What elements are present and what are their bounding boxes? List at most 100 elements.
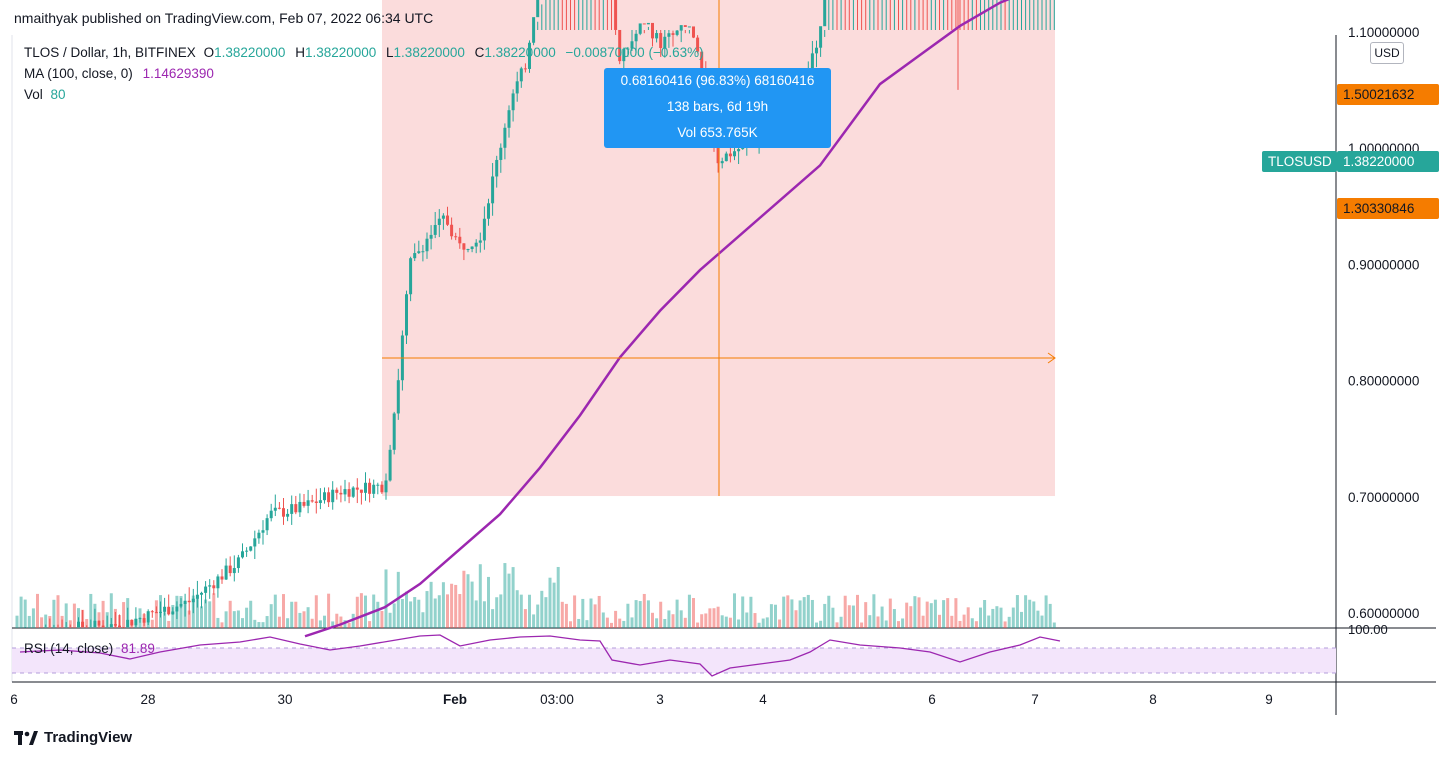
ma-value: 1.14629390 xyxy=(142,66,214,81)
volume-bar xyxy=(265,616,269,628)
rsi-value: 81.89 xyxy=(121,641,155,656)
candle-body xyxy=(146,611,150,623)
volume-bar xyxy=(396,571,400,628)
volume-bar xyxy=(577,618,581,628)
candle-body xyxy=(323,492,326,501)
volume-bar xyxy=(236,610,240,628)
candle-body xyxy=(298,501,302,513)
time-axis-label: 03:00 xyxy=(540,692,574,707)
volume-bar xyxy=(872,594,876,628)
volume-bar xyxy=(187,610,191,628)
volume-bar xyxy=(696,622,700,628)
volume-bar xyxy=(774,604,777,628)
volume-bar xyxy=(573,595,577,628)
candle-body xyxy=(318,500,322,503)
candle-body xyxy=(728,153,732,157)
volume-bar xyxy=(146,622,150,628)
tradingview-brand[interactable]: TradingView xyxy=(14,729,132,746)
volume-bar xyxy=(109,593,113,628)
volume-bar xyxy=(118,615,121,628)
candle-body xyxy=(314,501,318,503)
volume-bar xyxy=(724,616,728,628)
volume-bar xyxy=(532,614,536,628)
volume-bar xyxy=(15,615,19,628)
volume-bar xyxy=(52,599,56,628)
volume-bar xyxy=(134,618,138,628)
candle-body xyxy=(224,565,228,580)
volume-bar xyxy=(495,597,499,628)
volume-bar xyxy=(933,599,937,628)
volume-bar xyxy=(409,601,413,628)
candle-body xyxy=(667,33,671,37)
volume-bar xyxy=(72,603,76,628)
volume-bar xyxy=(171,604,175,628)
candle-body xyxy=(241,551,244,558)
brand-name: TradingView xyxy=(44,729,133,746)
symbol-title[interactable]: TLOS / Dollar, 1h, BITFINEX xyxy=(24,45,196,60)
volume-bar xyxy=(564,603,568,628)
volume-bar xyxy=(597,595,601,628)
volume-bar xyxy=(659,601,663,628)
volume-bar xyxy=(687,594,691,628)
candle-body xyxy=(696,37,700,52)
volume-bar xyxy=(429,581,433,628)
candle-body xyxy=(458,236,462,244)
candle-body xyxy=(269,510,273,519)
volume-bar xyxy=(105,612,109,628)
candle-body xyxy=(368,482,372,494)
volume-bar xyxy=(938,614,941,628)
measure-bars: 138 bars, 6d 19h xyxy=(666,99,769,114)
candle-body xyxy=(425,238,429,252)
volume-bar xyxy=(790,599,794,628)
time-axis-label: 30 xyxy=(277,692,292,707)
candle-body xyxy=(737,149,741,152)
volume-bar xyxy=(954,598,958,628)
high-value: 1.38220000 xyxy=(304,45,377,60)
rsi-label[interactable]: RSI (14, close) xyxy=(24,641,114,656)
candle-body xyxy=(359,489,363,493)
ma-label[interactable]: MA (100, close, 0) xyxy=(24,66,133,81)
volume-bar xyxy=(310,618,314,628)
volume-bar xyxy=(56,595,60,628)
volume-bar xyxy=(593,604,597,628)
candle-body xyxy=(273,507,277,511)
candle-body xyxy=(208,585,212,587)
vol-label[interactable]: Vol xyxy=(24,87,43,102)
candle-body xyxy=(511,93,515,111)
volume-bar xyxy=(31,608,35,628)
currency-button[interactable]: USD xyxy=(1370,42,1404,64)
candle-body xyxy=(294,504,298,513)
volume-bar xyxy=(343,620,347,628)
volume-bar xyxy=(478,564,482,628)
volume-bar xyxy=(183,602,187,628)
volume-bar xyxy=(700,614,704,628)
candle-body xyxy=(655,33,659,39)
candle-body xyxy=(187,600,191,603)
volume-bar xyxy=(909,606,913,628)
time-axis-label: Feb xyxy=(443,692,467,707)
candle-body xyxy=(626,48,630,50)
volume-bar xyxy=(126,598,130,628)
volume-bar xyxy=(962,614,966,628)
candle-body xyxy=(249,546,253,551)
volume-bar xyxy=(905,602,909,628)
volume-bar xyxy=(130,622,134,628)
volume-bar xyxy=(450,583,454,628)
volume-bar xyxy=(335,613,339,628)
candle-body xyxy=(200,592,203,595)
volume-bar xyxy=(208,601,212,628)
volume-bar xyxy=(655,618,659,628)
volume-bar xyxy=(503,563,507,628)
volume-bar xyxy=(806,594,810,628)
volume-bar xyxy=(692,598,695,628)
rsi-legend: RSI (14, close) 81.89 xyxy=(24,641,155,656)
volume-bar xyxy=(433,598,437,628)
candle-body xyxy=(733,151,736,157)
volume-bar xyxy=(987,615,991,628)
volume-bar xyxy=(364,595,367,628)
volume-bar xyxy=(269,604,273,628)
volume-bar xyxy=(48,616,52,628)
volume-bar xyxy=(704,613,708,628)
volume-bar xyxy=(610,622,613,628)
volume-bar xyxy=(216,617,220,628)
